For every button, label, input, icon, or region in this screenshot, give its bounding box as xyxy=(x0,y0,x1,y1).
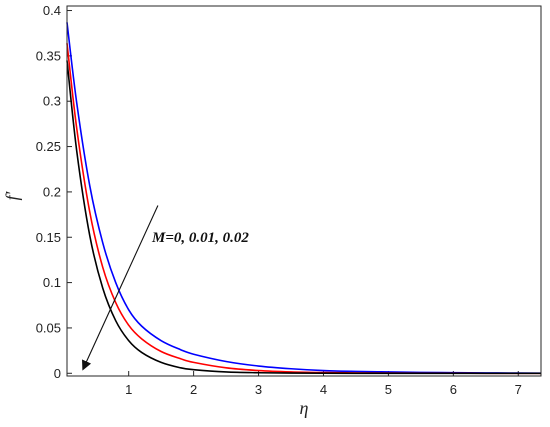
series-line-3 xyxy=(66,60,541,375)
x-tick-label: 5 xyxy=(385,382,392,397)
annotation-text: M=0, 0.01, 0.02 xyxy=(151,230,249,246)
x-tick-label: 2 xyxy=(190,382,197,397)
y-tick-label: 0.1 xyxy=(43,275,61,290)
annotation-arrow xyxy=(82,205,159,371)
y-tick-label: 0.15 xyxy=(36,230,61,245)
y-tick-label: 0.2 xyxy=(43,184,61,199)
plot-frame xyxy=(66,5,542,377)
y-tick-label: 0.05 xyxy=(36,320,61,335)
series-layer xyxy=(66,22,542,375)
y-tick-label: 0.35 xyxy=(36,48,61,63)
annotation-layer: M=0, 0.01, 0.02 xyxy=(82,205,249,371)
x-tick-label: 1 xyxy=(125,382,132,397)
x-tick-label: 4 xyxy=(320,382,327,397)
y-tick-label: 0.25 xyxy=(36,139,61,154)
y-tick-label: 0.4 xyxy=(43,3,61,18)
x-axis-label: η xyxy=(300,398,309,418)
ticks-layer: 1 2 3 4 5 6 7 0 0.05 0.1 0.15 0.2 0.25 0.3 0.35 0.4 xyxy=(36,3,522,397)
series-line-2 xyxy=(66,43,541,375)
x-tick-label: 3 xyxy=(255,382,262,397)
series-line-1 xyxy=(66,22,542,374)
y-tick-label: 0.3 xyxy=(43,94,61,109)
x-tick-label: 7 xyxy=(515,382,522,397)
y-axis-label: f′ xyxy=(2,190,22,200)
x-tick-label: 6 xyxy=(450,382,457,397)
y-tick-label: 0 xyxy=(54,366,61,381)
